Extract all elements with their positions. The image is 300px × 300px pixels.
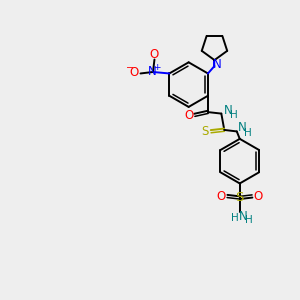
Text: −: −	[126, 63, 134, 73]
Text: O: O	[184, 109, 193, 122]
Text: S: S	[236, 191, 244, 204]
Text: N: N	[238, 122, 247, 134]
Text: O: O	[129, 66, 139, 80]
Text: S: S	[201, 125, 209, 138]
Text: N: N	[148, 65, 157, 78]
Text: H: H	[231, 213, 239, 223]
Text: H: H	[230, 110, 238, 120]
Text: O: O	[254, 190, 263, 203]
Text: H: H	[245, 215, 253, 225]
Text: +: +	[153, 63, 161, 72]
Text: N: N	[212, 58, 221, 71]
Text: O: O	[217, 190, 226, 203]
Text: O: O	[150, 48, 159, 61]
Text: H: H	[244, 128, 252, 138]
Text: N: N	[224, 103, 232, 116]
Text: N: N	[239, 210, 248, 223]
